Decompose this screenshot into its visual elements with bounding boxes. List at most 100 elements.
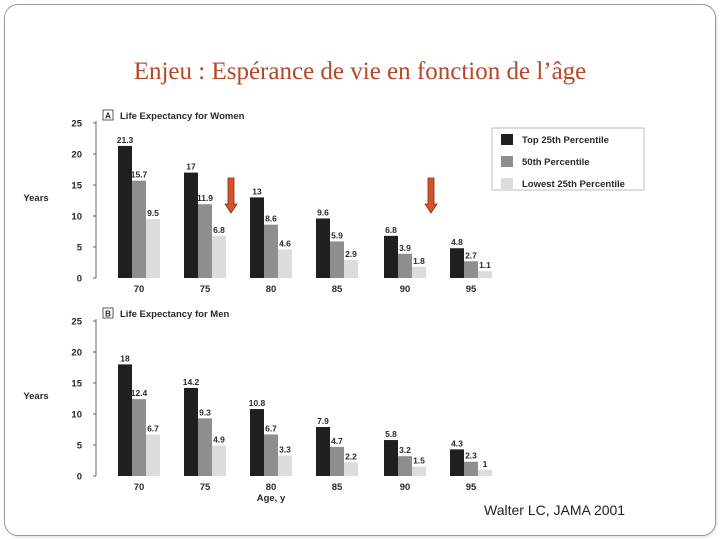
y-tick-label: 0 bbox=[77, 274, 82, 285]
panel-title: Life Expectancy for Women bbox=[120, 111, 245, 122]
y-axis-label: Years bbox=[23, 193, 48, 204]
data-label: 6.7 bbox=[265, 423, 277, 433]
y-axis-label: Years bbox=[23, 391, 48, 402]
data-label: 9.6 bbox=[317, 207, 329, 217]
bar-top-25th-percentile bbox=[384, 440, 398, 476]
data-label: 13 bbox=[252, 186, 262, 196]
bar-50th-percentile bbox=[398, 253, 412, 278]
bar-50th-percentile bbox=[330, 446, 344, 476]
bar-50th-percentile bbox=[398, 456, 412, 476]
data-label: 1.8 bbox=[413, 256, 425, 266]
down-arrow-icon bbox=[424, 177, 438, 214]
x-tick-label: 90 bbox=[400, 284, 411, 295]
bar-top-25th-percentile bbox=[118, 364, 132, 476]
data-label: 4.3 bbox=[451, 438, 463, 448]
x-tick-label: 70 bbox=[134, 284, 145, 295]
y-tick-label: 25 bbox=[71, 317, 82, 328]
down-arrow-icon bbox=[224, 177, 238, 214]
data-label: 3.2 bbox=[399, 445, 411, 455]
y-tick-label: 20 bbox=[71, 348, 82, 359]
y-tick-label: 20 bbox=[71, 150, 82, 161]
data-label: 9.3 bbox=[199, 407, 211, 417]
data-label: 14.2 bbox=[183, 377, 200, 387]
panel-letter-box bbox=[102, 109, 114, 121]
bar-50th-percentile bbox=[264, 224, 278, 278]
data-label: 9.5 bbox=[147, 208, 159, 218]
legend-swatch bbox=[501, 156, 513, 167]
x-tick-label: 80 bbox=[266, 482, 277, 493]
data-label: 6.8 bbox=[385, 225, 397, 235]
y-tick-label: 25 bbox=[71, 119, 82, 130]
data-label: 18 bbox=[120, 353, 130, 363]
data-label: 8.6 bbox=[265, 214, 277, 224]
panel-letter: A bbox=[105, 112, 111, 121]
data-label: 1.1 bbox=[479, 260, 491, 270]
data-label: 2.9 bbox=[345, 249, 357, 259]
data-label: 2.2 bbox=[345, 451, 357, 461]
data-label: 5.9 bbox=[331, 230, 343, 240]
bar-lowest-25th-percentile bbox=[212, 445, 226, 476]
bar-top-25th-percentile bbox=[450, 449, 464, 476]
bar-50th-percentile bbox=[198, 418, 212, 476]
legend-swatch bbox=[501, 178, 513, 189]
bar-50th-percentile bbox=[132, 180, 146, 278]
bar-lowest-25th-percentile bbox=[478, 271, 492, 278]
bar-50th-percentile bbox=[330, 241, 344, 278]
data-label: 15.7 bbox=[131, 170, 148, 180]
data-label: 2.7 bbox=[465, 250, 477, 260]
bar-lowest-25th-percentile bbox=[146, 219, 160, 278]
bar-lowest-25th-percentile bbox=[478, 469, 492, 476]
data-label: 6.7 bbox=[147, 423, 159, 433]
bar-lowest-25th-percentile bbox=[412, 466, 426, 476]
panel-letter: B bbox=[105, 310, 111, 319]
y-tick-label: 5 bbox=[77, 441, 83, 452]
bar-50th-percentile bbox=[464, 461, 478, 476]
data-label: 17 bbox=[186, 162, 196, 172]
data-label: 1 bbox=[483, 459, 488, 469]
data-label: 4.6 bbox=[279, 238, 291, 248]
data-label: 21.3 bbox=[117, 135, 134, 145]
legend-label: Top 25th Percentile bbox=[522, 135, 609, 146]
x-tick-label: 75 bbox=[200, 482, 211, 493]
x-tick-label: 85 bbox=[332, 284, 343, 295]
y-tick-label: 15 bbox=[71, 379, 82, 390]
bar-top-25th-percentile bbox=[184, 387, 198, 476]
data-label: 1.5 bbox=[413, 456, 425, 466]
citation: Walter LC, JAMA 2001 bbox=[484, 502, 626, 518]
bar-lowest-25th-percentile bbox=[278, 455, 292, 476]
data-label: 7.9 bbox=[317, 416, 329, 426]
x-tick-label: 95 bbox=[466, 482, 477, 493]
x-tick-label: 95 bbox=[466, 284, 477, 295]
bar-top-25th-percentile bbox=[316, 427, 330, 476]
data-label: 2.3 bbox=[465, 451, 477, 461]
bar-top-25th-percentile bbox=[250, 409, 264, 476]
y-tick-label: 0 bbox=[77, 472, 82, 483]
data-label: 5.8 bbox=[385, 429, 397, 439]
x-tick-label: 85 bbox=[332, 482, 343, 493]
bar-top-25th-percentile bbox=[450, 248, 464, 278]
bar-top-25th-percentile bbox=[384, 235, 398, 278]
data-label: 4.7 bbox=[331, 436, 343, 446]
data-label: 10.8 bbox=[249, 398, 266, 408]
bar-lowest-25th-percentile bbox=[344, 462, 358, 476]
bar-lowest-25th-percentile bbox=[278, 249, 292, 278]
data-label: 4.9 bbox=[213, 435, 225, 445]
panel-letter-box bbox=[102, 307, 114, 319]
legend-box bbox=[491, 127, 645, 191]
bar-50th-percentile bbox=[464, 261, 478, 278]
bar-top-25th-percentile bbox=[118, 145, 132, 278]
x-tick-label: 90 bbox=[400, 482, 411, 493]
legend-label: 50th Percentile bbox=[522, 157, 590, 168]
bar-top-25th-percentile bbox=[250, 197, 264, 278]
y-tick-label: 10 bbox=[71, 410, 82, 421]
legend-label: Lowest 25th Percentile bbox=[522, 179, 625, 190]
bar-lowest-25th-percentile bbox=[344, 260, 358, 278]
y-tick-label: 15 bbox=[71, 181, 82, 192]
bar-50th-percentile bbox=[132, 399, 146, 476]
x-tick-label: 70 bbox=[134, 482, 145, 493]
data-label: 11.9 bbox=[197, 193, 213, 203]
data-label: 12.4 bbox=[131, 388, 148, 398]
legend-swatch bbox=[501, 134, 513, 145]
bar-lowest-25th-percentile bbox=[212, 235, 226, 278]
